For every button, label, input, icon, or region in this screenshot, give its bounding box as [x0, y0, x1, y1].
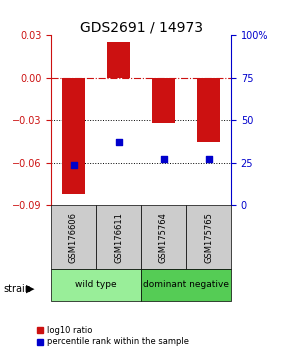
Text: GSM176606: GSM176606: [69, 212, 78, 263]
Bar: [197, 78, 220, 142]
Text: ▶: ▶: [26, 284, 34, 293]
Text: dominant negative: dominant negative: [143, 280, 229, 290]
Bar: [51, 205, 96, 269]
Bar: [107, 42, 130, 78]
Point: [116, 139, 121, 145]
Text: GSM175765: GSM175765: [204, 212, 213, 263]
Bar: [141, 205, 186, 269]
Bar: [62, 78, 85, 194]
Bar: [152, 78, 175, 123]
Legend: log10 ratio, percentile rank within the sample: log10 ratio, percentile rank within the …: [34, 322, 192, 350]
Point: [161, 156, 166, 162]
Title: GDS2691 / 14973: GDS2691 / 14973: [80, 20, 202, 34]
Point: [71, 162, 76, 167]
Bar: [51, 269, 141, 301]
Bar: [96, 205, 141, 269]
Text: GSM176611: GSM176611: [114, 212, 123, 263]
Bar: [141, 269, 231, 301]
Point: [206, 156, 211, 162]
Text: strain: strain: [3, 284, 31, 293]
Bar: [186, 205, 231, 269]
Text: GSM175764: GSM175764: [159, 212, 168, 263]
Text: wild type: wild type: [75, 280, 117, 290]
